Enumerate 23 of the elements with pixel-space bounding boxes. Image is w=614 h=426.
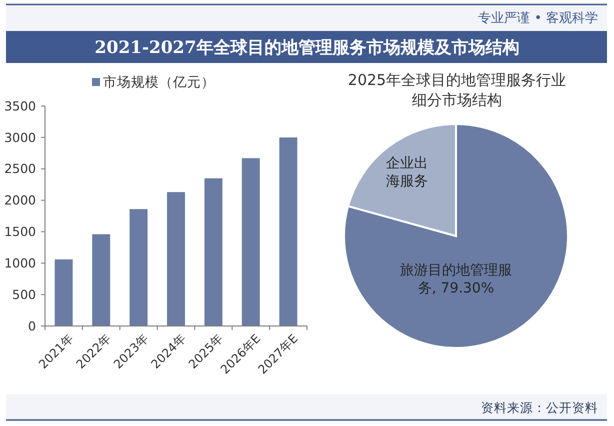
y-tick-label: 3500 [4, 98, 36, 114]
text: 资料来源：公开资料 [481, 400, 598, 415]
y-tick-label: 2000 [4, 192, 36, 208]
y-tick-label: 3000 [4, 130, 36, 145]
bar [204, 178, 222, 326]
slice-label: 旅游目的地管理服务, 79.30% [400, 262, 512, 296]
bar [92, 234, 110, 326]
bar [242, 158, 260, 326]
bar [54, 259, 73, 326]
y-tick-label: 2500 [4, 161, 36, 176]
y-tick-label: 0 [28, 318, 36, 334]
y-tick-label: 1000 [4, 256, 36, 271]
bar [130, 209, 148, 326]
pie-slice [343, 123, 569, 349]
chart-title: 2021-2027年全球目的地管理服务市场规模及市场结构 [94, 38, 520, 58]
bar [279, 137, 298, 326]
y-tick-label: 500 [12, 286, 36, 302]
slice-label: 企业出海服务 [386, 156, 428, 190]
text: 专业严谨 • 客观科学 [478, 10, 598, 26]
y-tick-label: 1500 [4, 224, 36, 240]
chart-title: 2025年全球目的地管理服务行业细分市场结构 [348, 71, 566, 109]
bar [167, 192, 185, 326]
legend-label: 市场规模（亿元） [103, 74, 215, 91]
